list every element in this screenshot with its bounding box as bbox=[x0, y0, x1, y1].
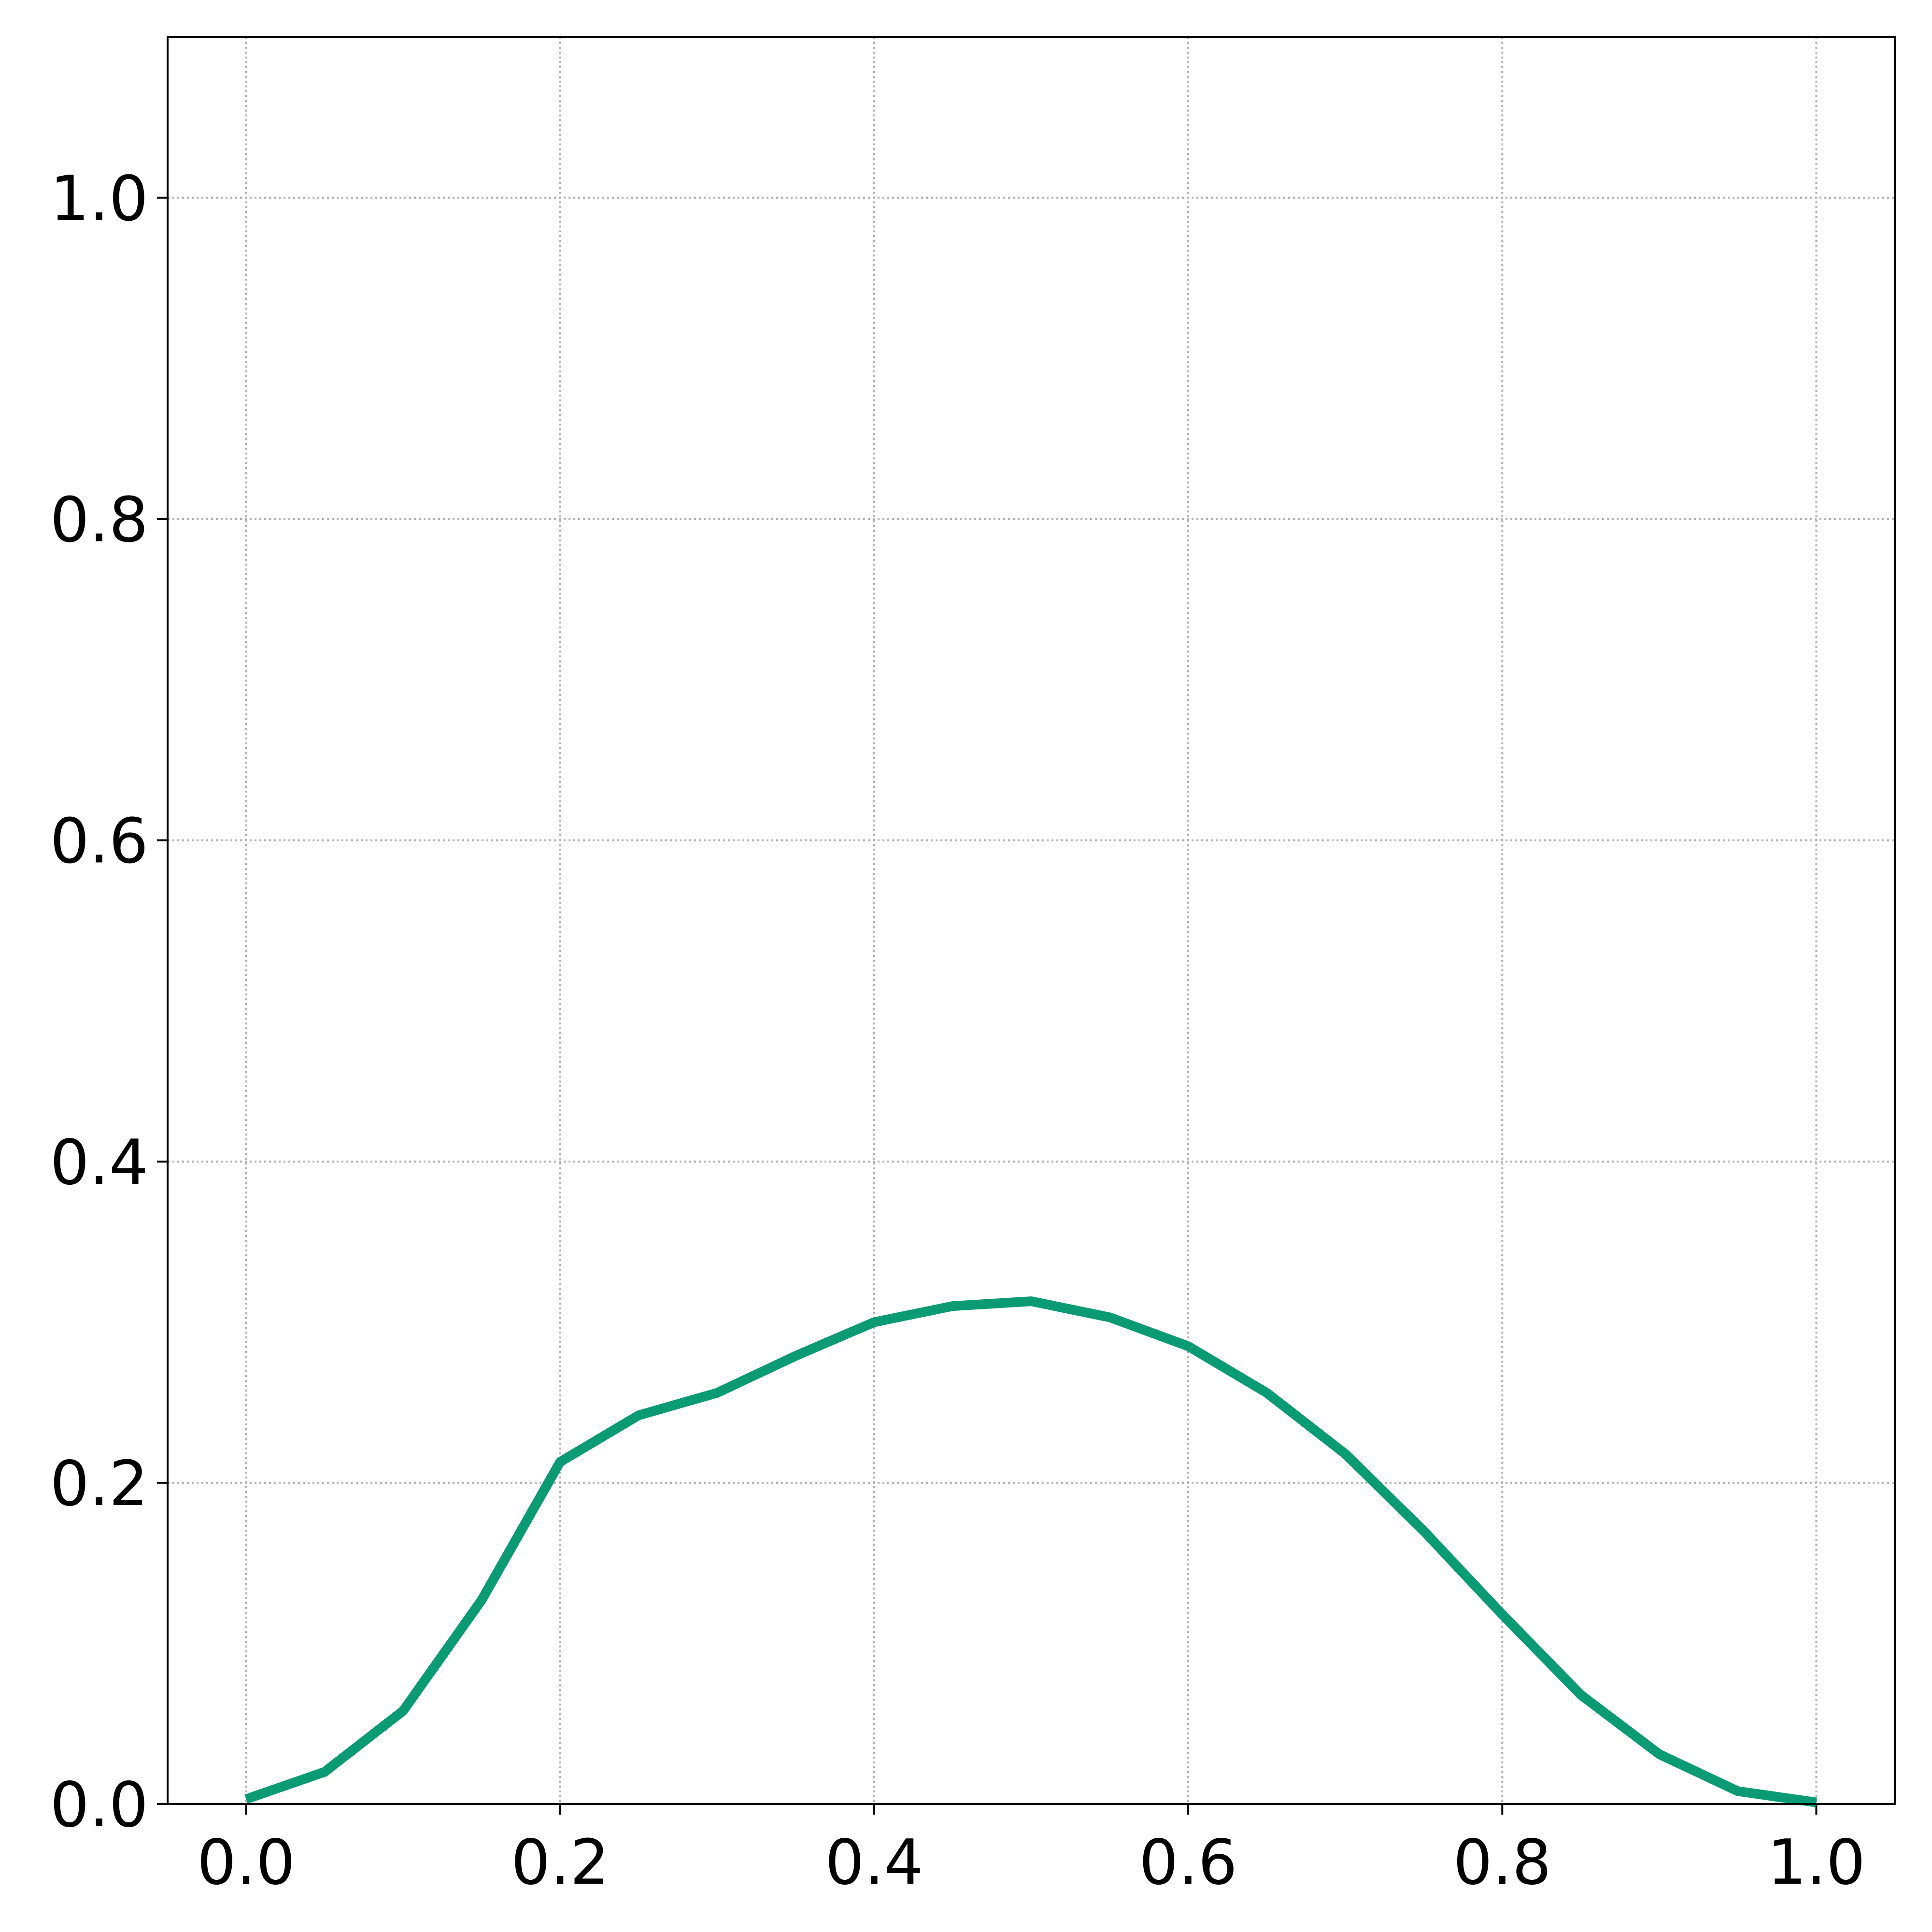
x-tick-label: 0.4 bbox=[825, 1827, 923, 1899]
x-tick-label: 0.6 bbox=[1139, 1827, 1237, 1899]
line bbox=[244, 1296, 1817, 1807]
plot-frame bbox=[167, 36, 1896, 1805]
y-tick-label: 0.4 bbox=[50, 1127, 148, 1199]
x-tick-label: 0.2 bbox=[511, 1827, 610, 1899]
y-tick-label: 0.0 bbox=[50, 1769, 148, 1841]
y-tick-label: 0.2 bbox=[50, 1448, 148, 1520]
y-tick-label: 0.8 bbox=[50, 484, 148, 556]
x-tick-label: 1.0 bbox=[1767, 1827, 1866, 1899]
y-tick-label: 1.0 bbox=[50, 163, 148, 235]
y-tick-label: 0.6 bbox=[50, 806, 148, 878]
x-tick-label: 0.8 bbox=[1453, 1827, 1551, 1899]
x-tick-label: 0.0 bbox=[197, 1827, 296, 1899]
